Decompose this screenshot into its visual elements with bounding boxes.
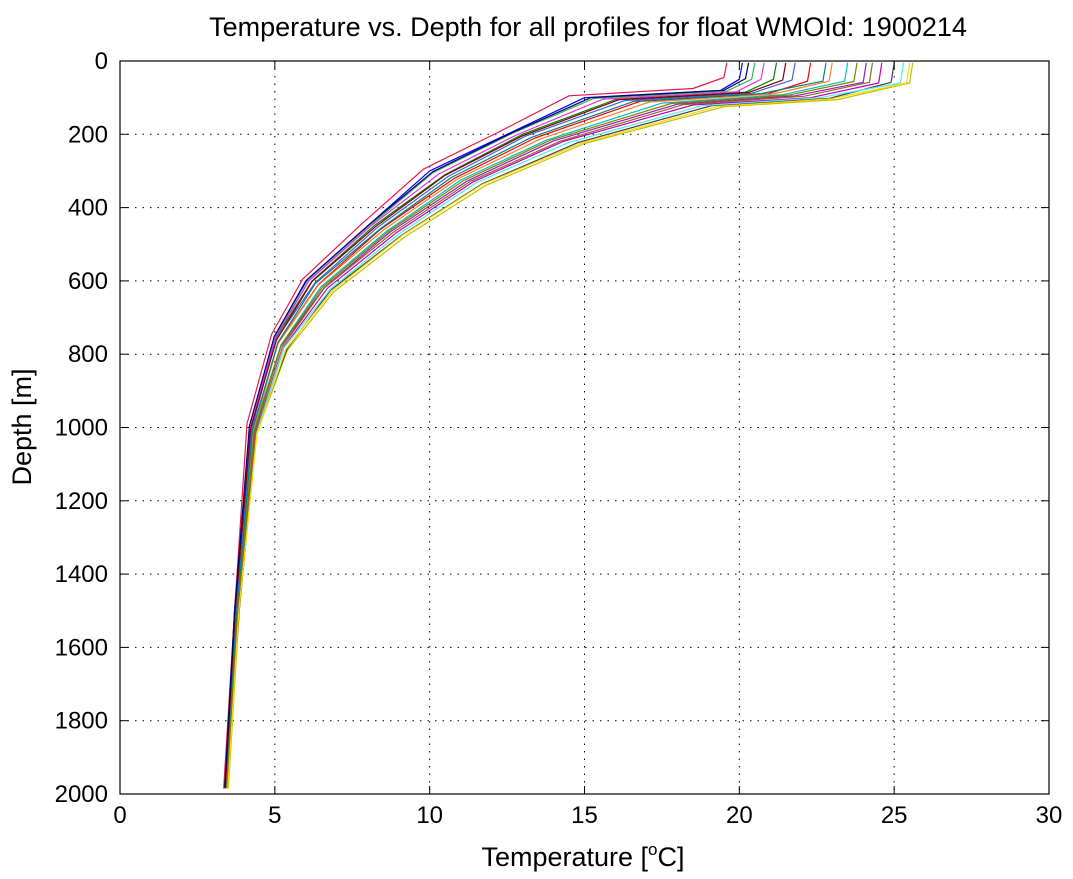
y-tick-label: 1800	[55, 708, 108, 735]
y-tick-label: 1600	[55, 634, 108, 661]
y-tick-label: 1200	[55, 488, 108, 515]
y-tick-label: 0	[95, 48, 108, 75]
profile-line	[225, 62, 833, 788]
y-tick-label: 2000	[55, 781, 108, 808]
y-tick-label: 200	[68, 121, 108, 148]
chart-title: Temperature vs. Depth for all profiles f…	[209, 12, 967, 42]
ticks	[119, 60, 1050, 795]
x-axis-label-suffix: C]	[658, 842, 685, 872]
y-tick-label: 800	[68, 341, 108, 368]
plot-background	[120, 61, 1049, 794]
x-tick-labels: 0 5 10 15 20 25 30	[113, 802, 1062, 829]
profile-line	[227, 62, 905, 788]
y-axis-label: Depth [m]	[7, 368, 37, 485]
y-tick-label: 400	[68, 195, 108, 222]
profile-line	[223, 62, 728, 789]
profile-line	[224, 62, 750, 789]
x-axis-label-superscript: o	[648, 840, 657, 859]
x-axis-label-prefix: Temperature [	[481, 842, 648, 872]
series-group	[223, 62, 914, 789]
profile-line	[224, 62, 787, 788]
x-tick-label: 10	[416, 802, 443, 829]
x-tick-label: 5	[268, 802, 281, 829]
profile-line	[225, 62, 827, 787]
x-axis-label: Temperature [oC]	[481, 840, 684, 872]
x-tick-label: 0	[113, 802, 126, 829]
profile-line	[227, 62, 911, 789]
y-tick-labels: 0 200 400 600 800 1000 1200 1400 1600 1800 2000	[55, 48, 108, 808]
y-tick-label: 600	[68, 268, 108, 295]
profile-line	[225, 62, 858, 789]
x-tick-label: 30	[1036, 802, 1063, 829]
profile-line	[226, 62, 874, 789]
x-tick-label: 20	[726, 802, 753, 829]
y-tick-label: 1400	[55, 561, 108, 588]
profile-line	[224, 62, 765, 789]
x-tick-label: 15	[571, 802, 598, 829]
y-tick-label: 1000	[55, 415, 108, 442]
x-tick-label: 25	[881, 802, 908, 829]
profile-line	[224, 62, 796, 789]
